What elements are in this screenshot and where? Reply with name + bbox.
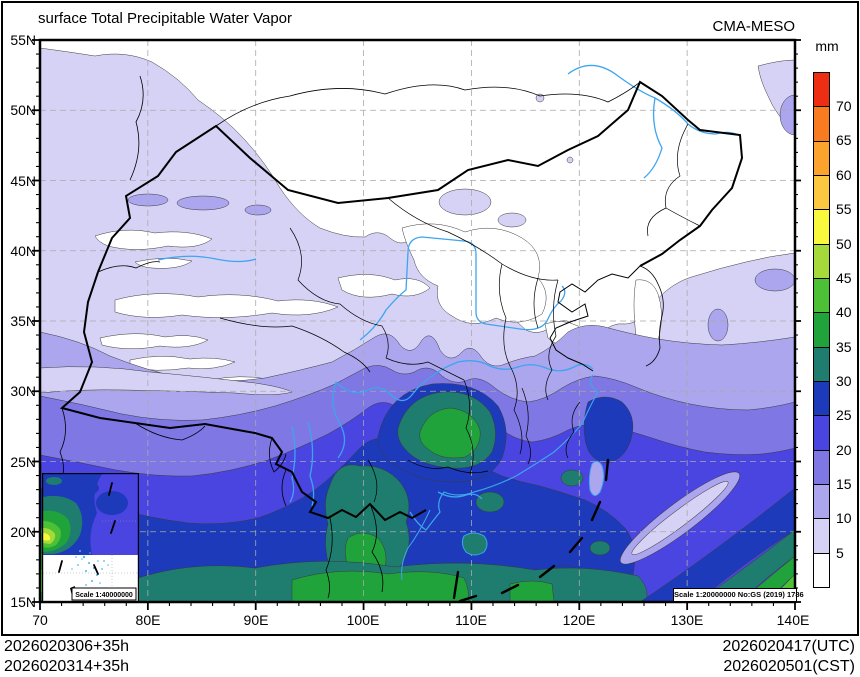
- rivers: [157, 64, 741, 581]
- colorbar-tick-label: 60: [836, 167, 852, 183]
- nine-dash-line: [452, 458, 610, 602]
- inset-scale-box: Scale 1:40000000: [70, 586, 137, 601]
- y-tick-label: 25N: [10, 454, 36, 470]
- map-contours: [40, 40, 795, 602]
- colorbar-tick-label: 35: [836, 339, 852, 355]
- colorbar-segment: [813, 552, 830, 588]
- yangtze-river: [335, 360, 594, 402]
- colorbar-tick-label: 15: [836, 476, 852, 492]
- footer-init-times: 2026020306+35h 2026020314+35h: [4, 637, 129, 677]
- x-tick-label: 110E: [455, 612, 487, 628]
- x-tick-label: 70: [32, 612, 48, 628]
- foreign-borders: [57, 75, 664, 599]
- colorbar-segment: [813, 106, 830, 142]
- x-tick-label: 100E: [346, 612, 380, 628]
- y-tick-label: 45N: [10, 173, 36, 189]
- salween-river: [289, 425, 296, 503]
- footer-valid-times: 2026020417(UTC) 2026020501(CST): [722, 637, 855, 677]
- colorbar-tick-label: 70: [836, 98, 852, 114]
- y-tick-label: 55N: [10, 32, 36, 48]
- colorbar-tick-label: 50: [836, 236, 852, 252]
- pearl-river: [437, 491, 483, 500]
- colorbar-tick-label: 20: [836, 442, 852, 458]
- x-tick-label: 140E: [776, 612, 810, 628]
- inset-dash-line: [58, 482, 116, 575]
- inset-map: Scale 1:40000000: [42, 473, 139, 602]
- x-tick-label: 90E: [243, 612, 269, 628]
- colorbar-segment: [813, 209, 830, 245]
- songhua-river: [643, 97, 663, 179]
- colorbar-segment: [813, 484, 830, 520]
- map-scale-label: Scale 1:20000000 No:GS (2019) 1786: [673, 588, 804, 602]
- colorbar-segment: [813, 449, 830, 485]
- y-tick-label: 35N: [10, 313, 36, 329]
- x-tick-label: 80E: [135, 612, 161, 628]
- colorbar-segment: [813, 381, 830, 417]
- x-tick-label: 130E: [670, 612, 704, 628]
- mekong-river: [307, 421, 315, 507]
- vietnam-coastline: [401, 509, 431, 581]
- valid-time-cst: 2026020501(CST): [723, 658, 855, 675]
- colorbar-tick-label: 40: [836, 304, 852, 320]
- colorbar-segment: [813, 72, 830, 108]
- colorbar-tick-label: 5: [836, 545, 844, 561]
- y-tick-label: 20N: [10, 524, 36, 540]
- national-border: [59, 80, 744, 522]
- colorbar-tick-label: 10: [836, 510, 852, 526]
- colorbar-segment: [813, 415, 830, 451]
- model-label: CMA-MESO: [712, 18, 796, 35]
- jinsha-river: [332, 381, 346, 459]
- colorbar-units: mm: [815, 38, 839, 54]
- colorbar-segment: [813, 278, 830, 314]
- amur-river: [567, 64, 741, 137]
- inset-gridlines: [43, 520, 138, 601]
- colorbar-segment: [813, 140, 830, 176]
- south-coastline: [409, 374, 599, 531]
- gridlines: [40, 40, 795, 602]
- colorbar-segment: [813, 243, 830, 279]
- x-tick-label: 120E: [562, 612, 596, 628]
- colorbar-segment: [813, 312, 830, 348]
- init-time-utc: 2026020306+35h: [4, 638, 130, 655]
- inset-scale-label: Scale 1:40000000: [75, 592, 133, 599]
- y-tick-label: 15N: [10, 594, 36, 610]
- colorbar-segment: [813, 175, 830, 211]
- colorbar-tick-label: 30: [836, 373, 852, 389]
- valid-time-utc: 2026020417(UTC): [722, 638, 855, 655]
- hainan-island: [461, 532, 488, 556]
- colorbar-segment: [813, 346, 830, 382]
- colorbar-tick-label: 55: [836, 201, 852, 217]
- colorbar-tick-label: 45: [836, 270, 852, 286]
- colorbar-tick-label: 25: [836, 407, 852, 423]
- province-borders: [219, 123, 701, 503]
- axis-ticks: [32, 39, 801, 610]
- inset-contours: [43, 474, 138, 555]
- y-tick-label: 30N: [10, 383, 36, 399]
- page-title: surface Total Precipitable Water Vapor: [38, 10, 293, 27]
- map-svg: [32, 38, 801, 610]
- y-tick-label: 50N: [10, 102, 36, 118]
- tarim-river: [157, 255, 257, 263]
- taiwan-island: [588, 460, 605, 496]
- y-tick-label: 40N: [10, 243, 36, 259]
- init-time-cst: 2026020314+35h: [4, 658, 130, 675]
- colorbar-tick-label: 65: [836, 132, 852, 148]
- colorbar-segment: [813, 518, 830, 554]
- yellow-river: [359, 236, 566, 341]
